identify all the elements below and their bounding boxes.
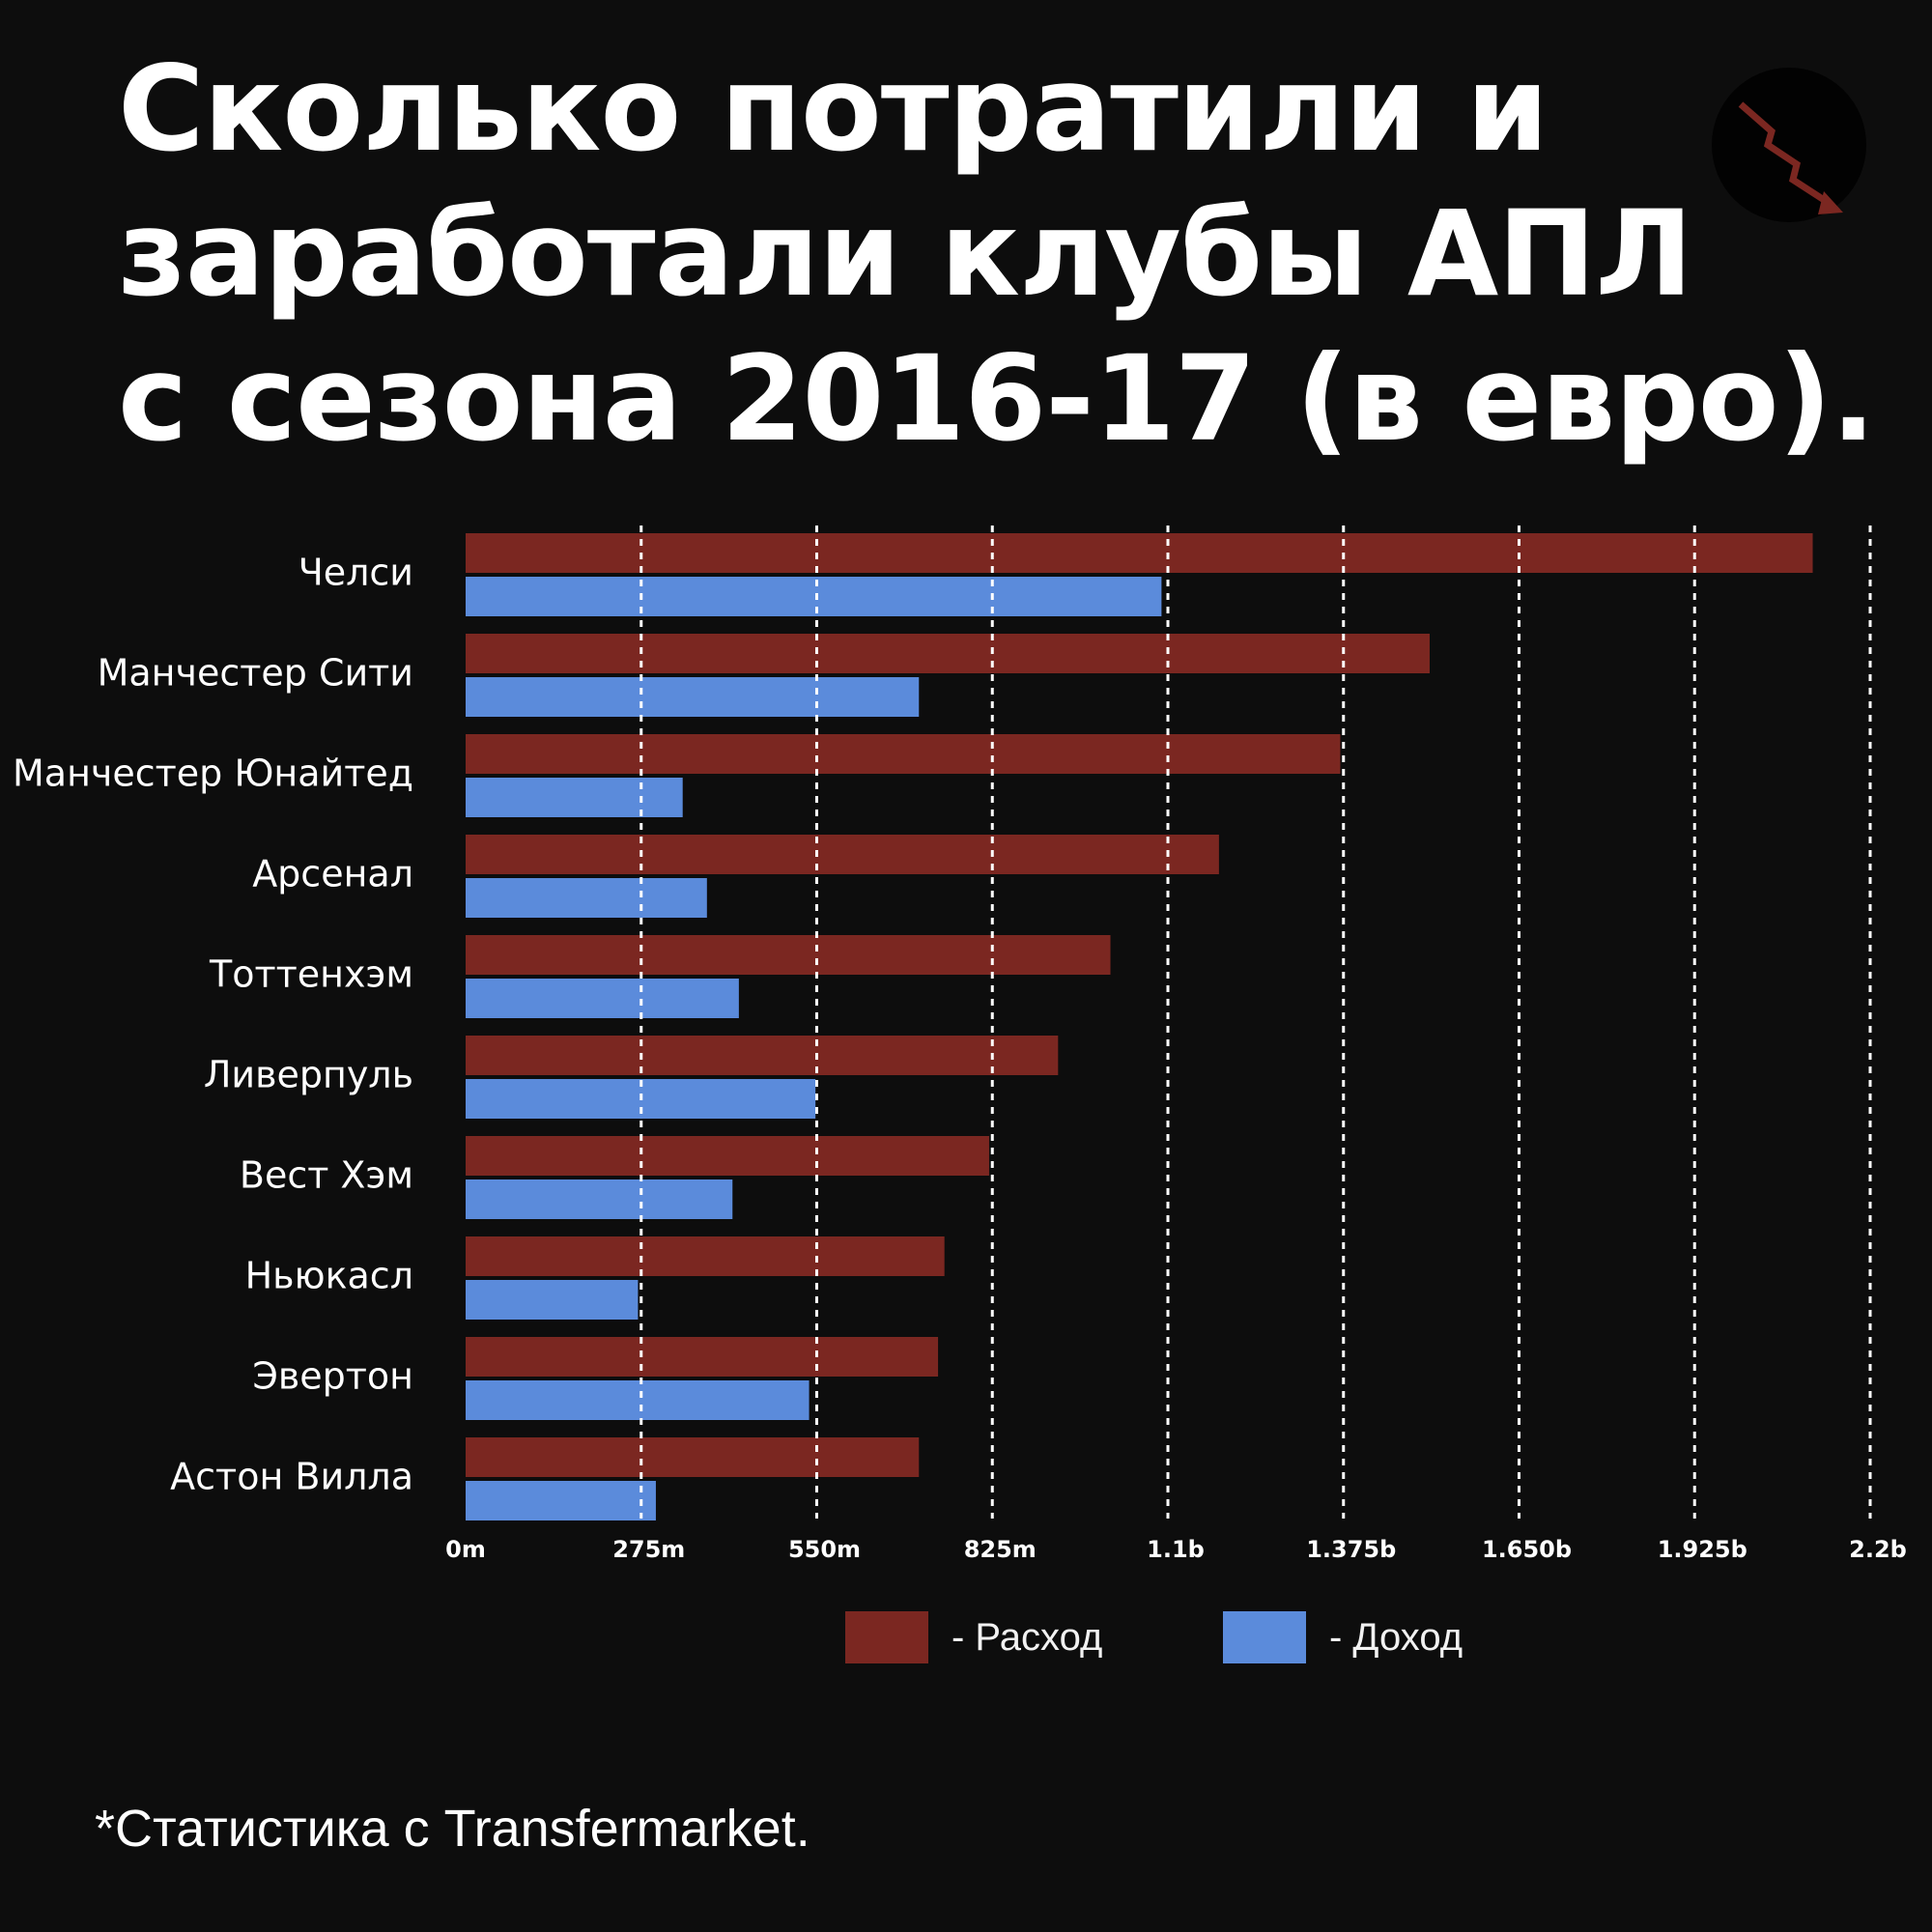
- bar-expense: [466, 1236, 945, 1276]
- bar-expense: [466, 935, 1111, 975]
- bar-expense: [466, 533, 1813, 573]
- trending-down-arrow-icon: [1738, 101, 1843, 214]
- bar-income: [466, 979, 739, 1018]
- bar-income: [466, 577, 1162, 616]
- x-tick-label: 825m: [964, 1536, 1037, 1563]
- bar-expense: [466, 734, 1341, 774]
- category-label: Манчестер Юнайтед: [13, 753, 413, 795]
- category-label: Эвертон: [252, 1355, 413, 1398]
- x-tick-label: 1.925b: [1658, 1536, 1747, 1563]
- trending-down-badge: [1712, 68, 1866, 222]
- bar-income: [466, 1481, 656, 1520]
- x-tick-label: 1.375b: [1306, 1536, 1396, 1563]
- page-title: Сколько потратили и заработали клубы АПЛ…: [118, 37, 1876, 471]
- x-tick-label: 0m: [445, 1536, 486, 1563]
- bar-expense: [466, 1036, 1059, 1075]
- bar-income: [466, 677, 920, 717]
- category-label: Ньюкасл: [245, 1255, 413, 1297]
- bar-expense: [466, 634, 1430, 673]
- legend-expense-swatch: [845, 1611, 928, 1663]
- x-tick-label: 275m: [612, 1536, 685, 1563]
- bar-chart: Челси Манчестер Сити Манчестер Юнайтед Арсе…: [13, 526, 1907, 1563]
- legend-expense-label: - Расход: [952, 1615, 1103, 1659]
- legend-expense: - Расход: [845, 1611, 1102, 1663]
- x-tick-label: 550m: [788, 1536, 861, 1563]
- source-note: *Статистика с Transfermarket.: [95, 1800, 810, 1858]
- bar-income: [466, 878, 707, 918]
- bar-expense: [466, 835, 1219, 874]
- title-line-2: заработали клубы АПЛ: [118, 185, 1693, 323]
- category-label: Челси: [298, 552, 413, 594]
- bar-expense: [466, 1136, 989, 1176]
- x-tick-label: 1.1b: [1147, 1536, 1205, 1563]
- legend-income-label: - Доход: [1329, 1615, 1463, 1659]
- category-label: Арсенал: [252, 853, 413, 895]
- x-tick-label: 2.2b: [1849, 1536, 1907, 1563]
- category-label: Ливерпуль: [204, 1054, 413, 1096]
- bar-income: [466, 778, 683, 817]
- bar-expense: [466, 1437, 920, 1477]
- title-line-1: Сколько потратили и: [118, 41, 1548, 178]
- legend-income-swatch: [1223, 1611, 1306, 1663]
- category-label: Вест Хэм: [240, 1154, 413, 1197]
- x-tick-label: 1.650b: [1482, 1536, 1572, 1563]
- legend-income: - Доход: [1223, 1611, 1463, 1663]
- bar-income: [466, 1280, 639, 1320]
- bar-income: [466, 1380, 810, 1420]
- bar-expense: [466, 1337, 939, 1377]
- category-label: Тоттенхэм: [209, 953, 413, 996]
- category-label: Астон Вилла: [170, 1456, 413, 1498]
- category-label: Манчестер Сити: [98, 652, 413, 695]
- title-line-3: с сезона 2016-17 (в евро).: [118, 330, 1876, 468]
- bar-income: [466, 1179, 733, 1219]
